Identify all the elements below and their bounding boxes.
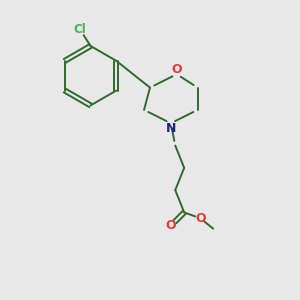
Text: O: O xyxy=(166,219,176,232)
Text: O: O xyxy=(171,63,182,76)
Text: O: O xyxy=(195,212,206,225)
Text: Cl: Cl xyxy=(74,23,86,36)
Text: N: N xyxy=(166,122,177,135)
